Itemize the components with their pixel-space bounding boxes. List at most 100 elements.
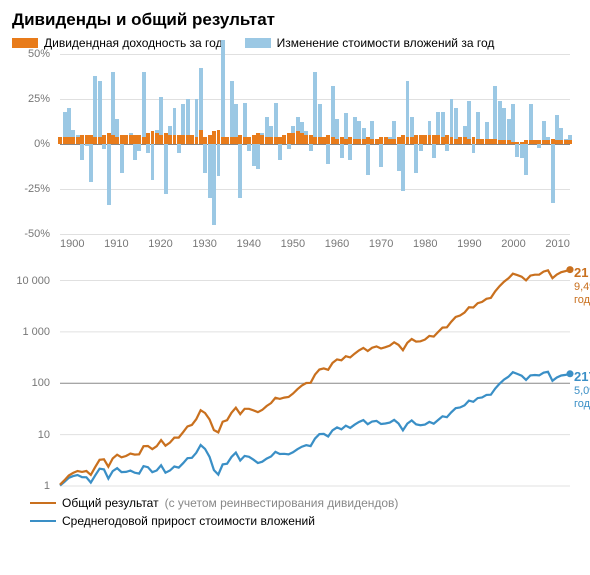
bar-dividend — [480, 139, 484, 144]
ytick: -50% — [24, 228, 50, 240]
bar-dividend — [243, 137, 247, 144]
bar-dividend — [168, 135, 172, 144]
bar-dividend — [401, 135, 405, 144]
legend-label-price: Изменение стоимости вложений за год — [277, 36, 495, 50]
callout-capital-value: 217 — [574, 369, 590, 385]
bar-price — [164, 144, 168, 194]
bar-dividend — [326, 135, 330, 144]
bar-dividend — [199, 130, 203, 144]
bar-dividend — [423, 135, 427, 144]
bar-dividend — [362, 139, 366, 144]
bar-price — [397, 144, 401, 171]
bar-dividend — [384, 137, 388, 144]
bar-dividend — [151, 131, 155, 144]
bar-dividend — [353, 139, 357, 144]
bar-dividend — [331, 137, 335, 144]
bar-dividend — [85, 135, 89, 144]
top-yaxis: 50%25%0%-25%-50% — [12, 54, 54, 234]
bar-dividend — [217, 130, 221, 144]
xtick: 2000 — [501, 238, 525, 250]
bar-price — [177, 144, 181, 153]
callout-total-value: 21 766 — [574, 265, 590, 281]
bar-price — [493, 86, 497, 144]
series-capital — [60, 372, 570, 486]
bar-dividend — [269, 137, 273, 144]
bar-dividend — [287, 133, 291, 144]
xtick: 1930 — [192, 238, 216, 250]
bar-price — [217, 144, 221, 176]
bar-price — [98, 81, 102, 144]
bar-price — [520, 144, 524, 158]
bar-price — [252, 144, 256, 166]
bar-price — [340, 144, 344, 158]
bar-dividend — [507, 140, 511, 144]
bar-dividend — [436, 135, 440, 144]
ytick: 100 — [32, 377, 50, 389]
bar-dividend — [414, 135, 418, 144]
bar-dividend — [318, 137, 322, 144]
bar-price — [467, 101, 471, 144]
bar-price — [146, 144, 150, 153]
bar-dividend — [472, 137, 476, 144]
bar-dividend — [225, 137, 229, 144]
bar-dividend — [252, 135, 256, 144]
bar-price — [313, 72, 317, 144]
bar-dividend — [76, 137, 80, 144]
bar-dividend — [256, 133, 260, 144]
bar-dividend — [173, 135, 177, 144]
bar-dividend — [212, 131, 216, 144]
bar-dividend — [186, 135, 190, 144]
bar-dividend — [476, 139, 480, 144]
callout-capital-sub: 5,0% годовых — [574, 385, 590, 411]
swatch-price — [245, 38, 271, 48]
bar-dividend — [445, 135, 449, 144]
top-xaxis: 1900191019201930194019501960197019801990… — [60, 238, 570, 250]
bar-price — [309, 144, 313, 151]
bar-dividend — [177, 135, 181, 144]
chart-title: Дивиденды и общий результат — [12, 10, 578, 30]
bar-dividend — [98, 137, 102, 144]
xtick: 1960 — [325, 238, 349, 250]
bar-price — [107, 144, 111, 205]
bar-dividend — [291, 133, 295, 144]
bar-price — [212, 144, 216, 225]
bar-dividend — [63, 137, 67, 144]
bar-dividend — [397, 137, 401, 144]
bar-price — [432, 144, 436, 158]
bar-dividend — [375, 139, 379, 144]
bar-dividend — [410, 137, 414, 144]
bar-dividend — [129, 135, 133, 144]
bar-price — [537, 144, 541, 148]
bar-dividend — [164, 133, 168, 144]
bar-price — [287, 144, 291, 149]
bar-dividend — [195, 137, 199, 144]
ytick: 1 — [44, 480, 50, 492]
bar-price — [238, 144, 242, 198]
xtick: 1980 — [413, 238, 437, 250]
bar-dividend — [238, 135, 242, 144]
bar-dividend — [133, 135, 137, 144]
bar-dividend — [313, 137, 317, 144]
bar-dividend — [485, 139, 489, 144]
bar-dividend — [493, 139, 497, 144]
bar-price — [137, 144, 141, 151]
xtick: 2010 — [545, 238, 569, 250]
bar-price — [102, 144, 106, 149]
swatch-dividend — [12, 38, 38, 48]
legend-label-capital: Среднегодовой прирост стоимости вложений — [62, 514, 315, 528]
bar-price — [111, 72, 115, 144]
bar-dividend — [260, 135, 264, 144]
bar-dividend — [537, 140, 541, 144]
bar-dividend — [89, 135, 93, 144]
bar-price — [529, 104, 533, 144]
bar-dividend — [450, 137, 454, 144]
bar-dividend — [463, 137, 467, 144]
ytick: 25% — [28, 93, 50, 105]
ytick: 0% — [34, 138, 50, 150]
top-legend: Дивидендная доходность за год Изменение … — [12, 36, 578, 50]
bottom-chart: 1101001 00010 000 21 766 9,4% годовых 21… — [12, 256, 578, 486]
bar-price — [515, 144, 519, 157]
legend-item-price: Изменение стоимости вложений за год — [245, 36, 495, 50]
bar-dividend — [265, 137, 269, 144]
bar-dividend — [93, 137, 97, 144]
